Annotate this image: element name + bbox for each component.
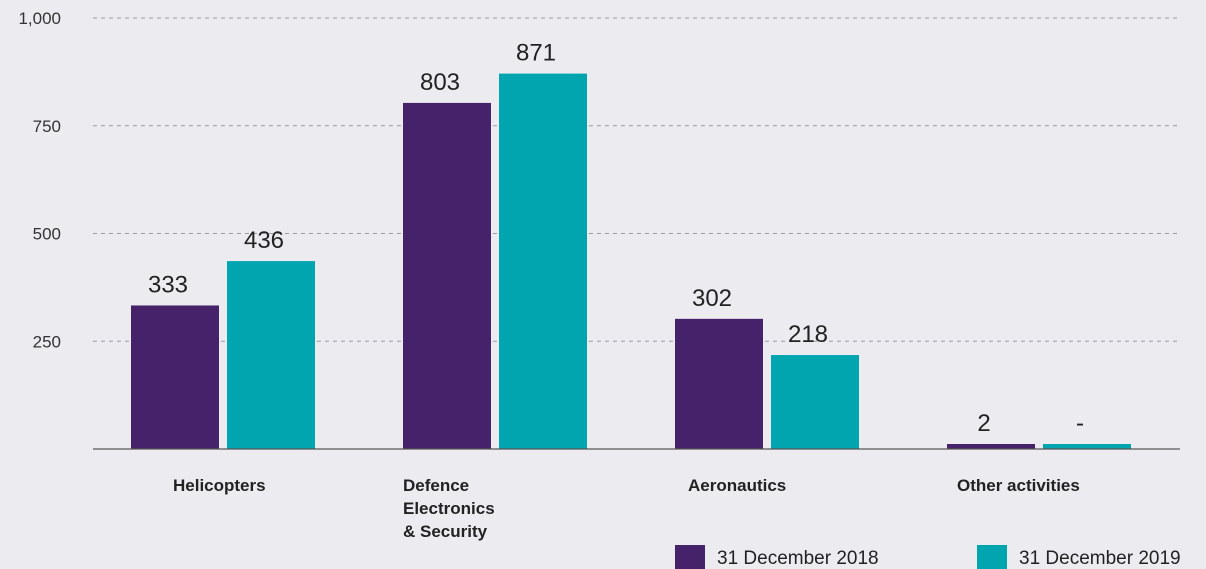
bar <box>403 102 491 450</box>
data-label: 436 <box>244 227 284 254</box>
bar <box>1043 444 1131 449</box>
x-category-label: Helicopters <box>173 476 266 495</box>
bar <box>131 305 219 449</box>
data-label: 2 <box>977 410 990 437</box>
legend-swatch <box>977 545 1007 569</box>
bar <box>947 444 1035 449</box>
x-category-label: Aeronautics <box>688 476 786 495</box>
data-label: 871 <box>516 40 556 67</box>
y-tick-label: 750 <box>33 117 61 136</box>
data-label: 302 <box>692 285 732 312</box>
legend-label: 31 December 2018 <box>717 548 879 569</box>
bar <box>771 355 859 449</box>
data-label: 218 <box>788 321 828 348</box>
x-category-label: Defence Electronics & Security <box>403 476 495 541</box>
y-tick-label: 1,000 <box>18 9 61 28</box>
y-tick-label: 250 <box>33 332 61 351</box>
data-label: 333 <box>148 271 188 298</box>
data-label: - <box>1076 410 1084 437</box>
bar <box>499 73 587 449</box>
bar <box>675 318 763 449</box>
x-category-label: Other activities <box>957 476 1080 495</box>
gridlines <box>93 17 1180 342</box>
legend-label: 31 December 2019 <box>1019 548 1181 569</box>
legend: 31 December 2018 31 December 2019 <box>675 545 1181 569</box>
legend-swatch <box>675 545 705 569</box>
y-tick-label: 500 <box>33 225 61 244</box>
bar <box>227 261 315 449</box>
bars <box>131 73 1131 450</box>
data-labels: 333 436 803 871 302 218 2 - <box>148 40 1084 437</box>
data-label: 803 <box>420 69 460 96</box>
x-axis-categories: Helicopters Defence Electronics & Security A… <box>173 476 1080 541</box>
y-axis-ticks: 250 500 750 1,000 <box>18 9 61 351</box>
